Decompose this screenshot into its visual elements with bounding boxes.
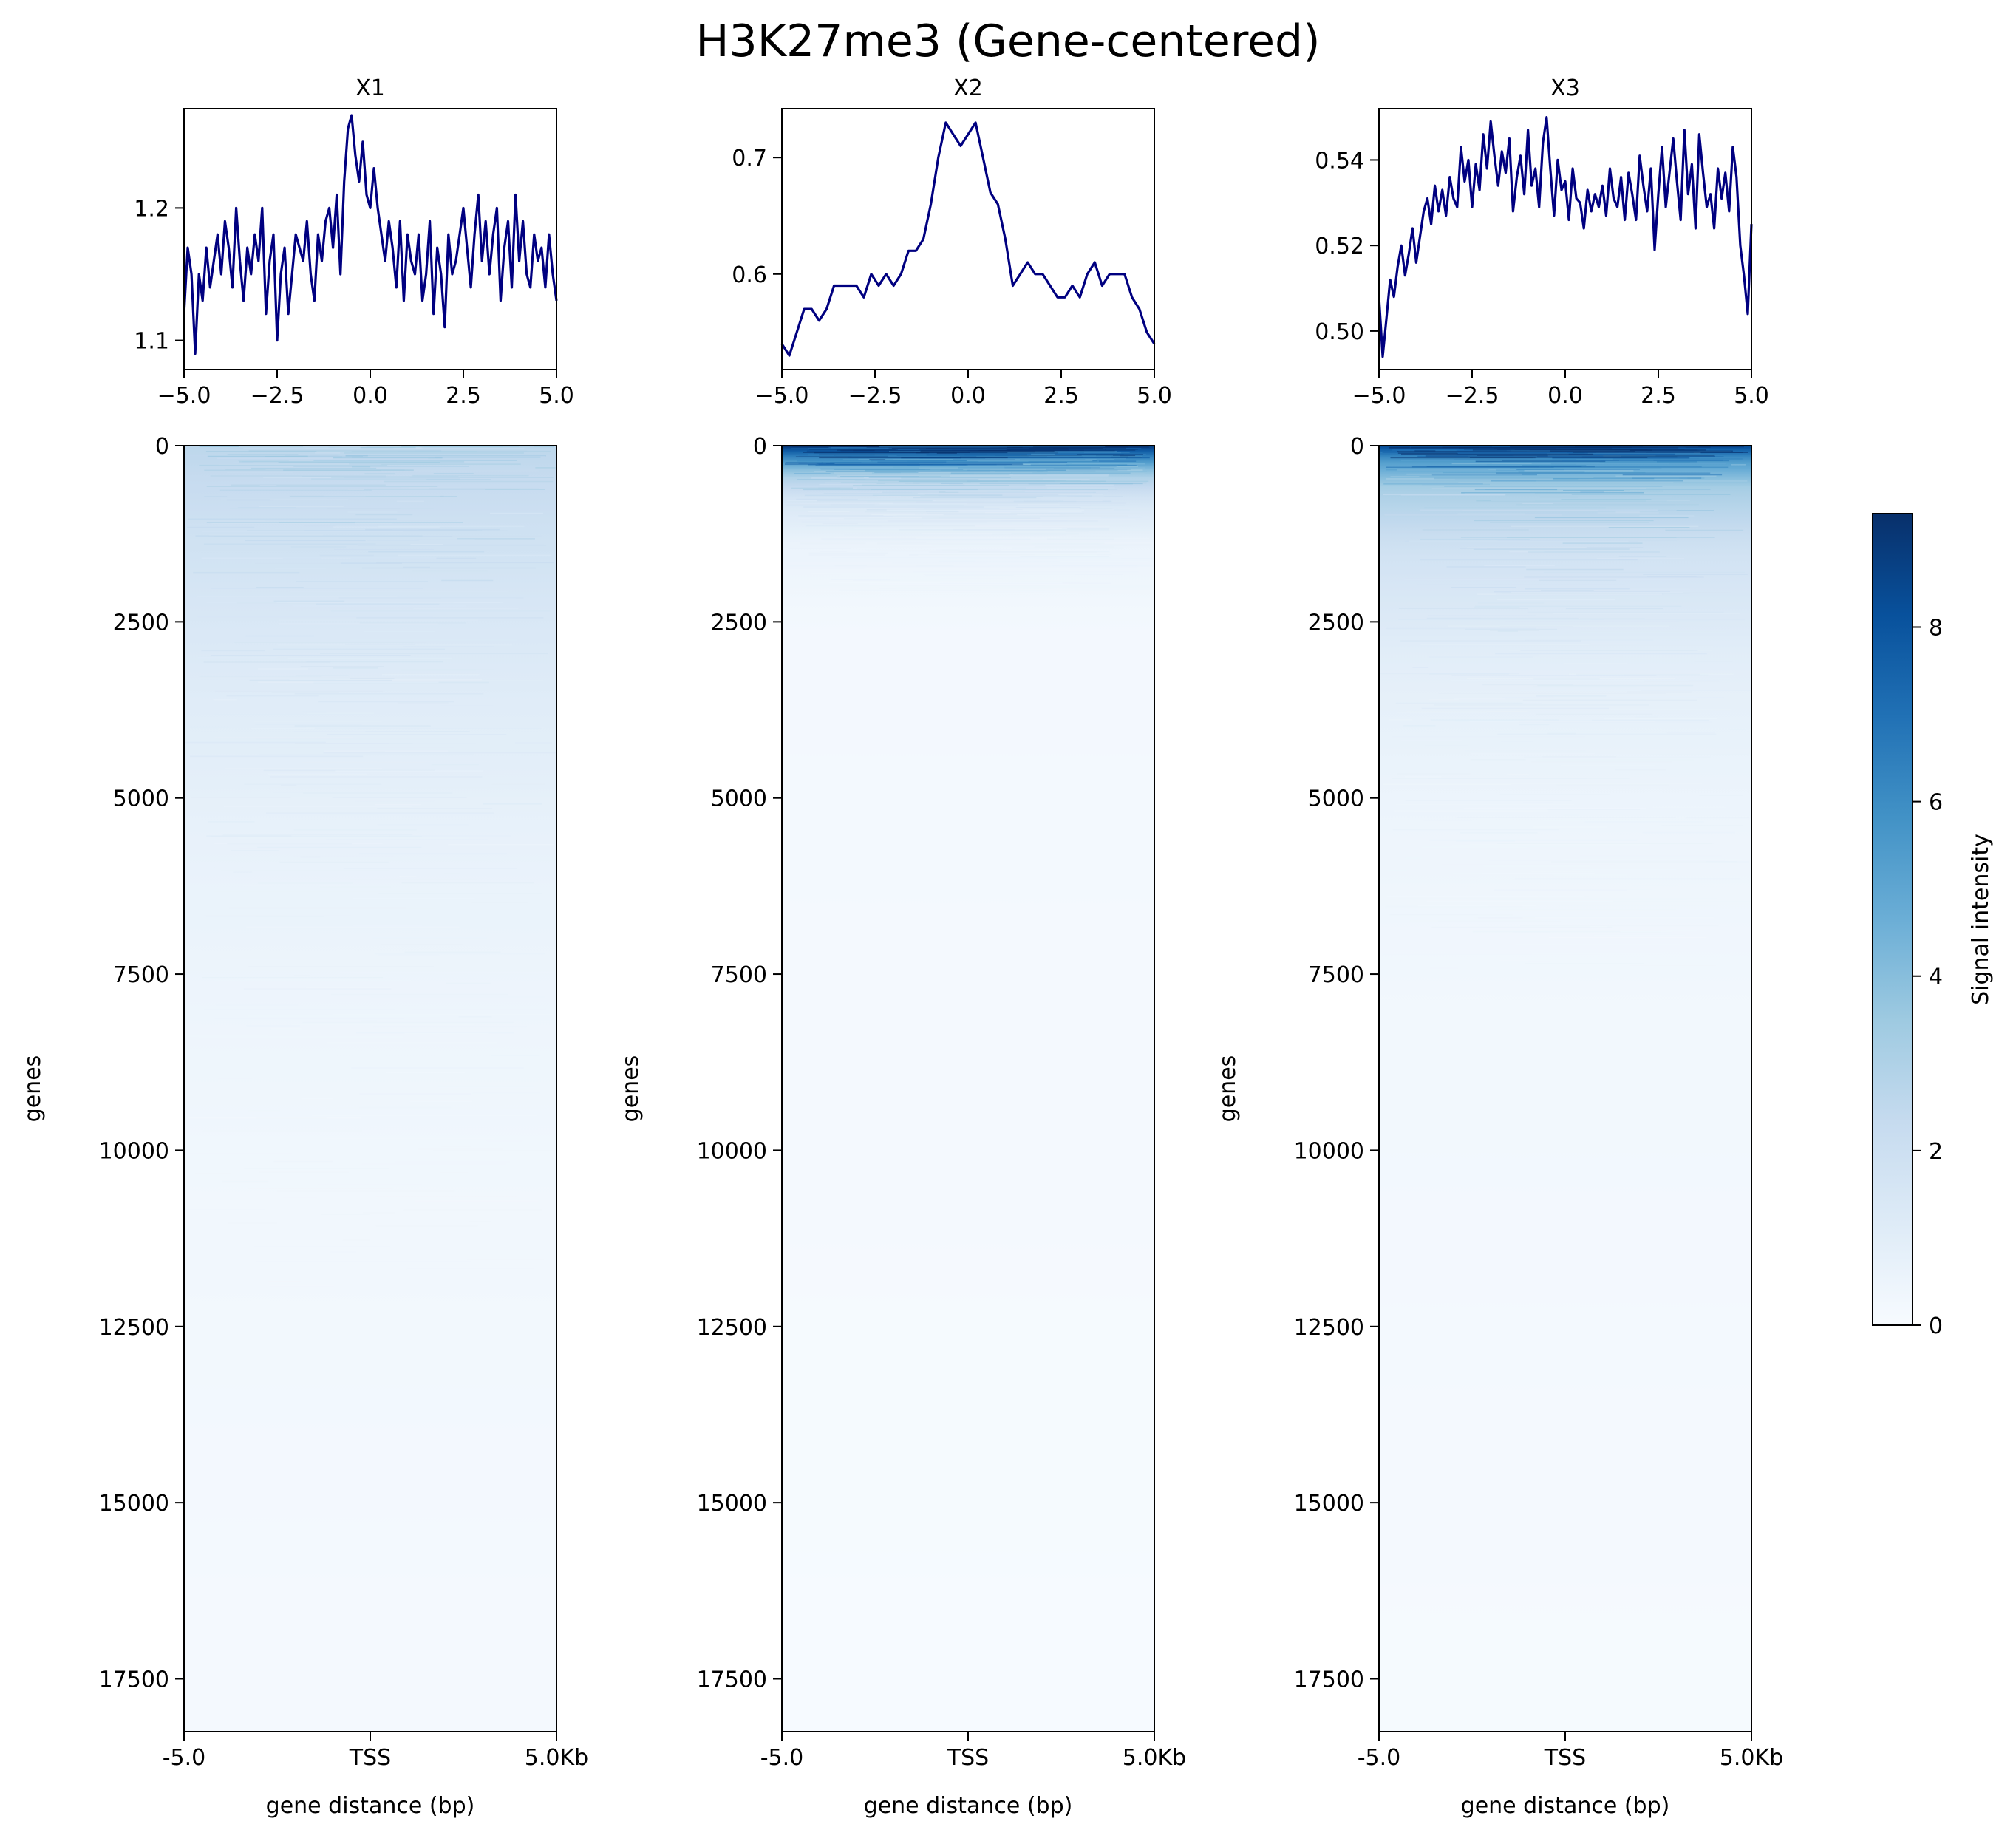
y-tick-label: 0.50 (1315, 319, 1364, 345)
y-axis-label: genes (20, 1055, 46, 1123)
y-tick-label: 10000 (1294, 1138, 1364, 1164)
y-tick-label: 1.1 (134, 329, 169, 355)
x-tick-label: −5.0 (755, 383, 809, 409)
x-tick-label: -5.0 (760, 1745, 804, 1771)
x-tick-label: −5.0 (1352, 383, 1406, 409)
x-tick-label: TSS (349, 1745, 391, 1771)
colorbar: 0 2 4 6 8 Signal intensity (1872, 513, 1994, 1339)
colorbar-tick-label: 0 (1929, 1313, 1943, 1339)
y-tick-label: 0 (1350, 434, 1364, 460)
x-tick-label: -5.0 (1358, 1745, 1401, 1771)
y-tick-label: 1.2 (134, 196, 169, 222)
heatmap-rows (782, 446, 1154, 594)
heatmap-rows (1379, 446, 1751, 975)
colorbar-tick-label: 4 (1929, 964, 1943, 990)
y-axis-label: genes (618, 1055, 644, 1123)
x-tick-label: 2.5 (446, 383, 481, 409)
colorbar-tick-label: 8 (1929, 615, 1943, 641)
y-tick-label: 15000 (697, 1491, 767, 1517)
x-tick-label: TSS (1544, 1745, 1586, 1771)
x-axis-label: gene distance (bp) (266, 1793, 475, 1819)
x-tick-label: −2.5 (848, 383, 902, 409)
y-tick-label: 10000 (99, 1138, 169, 1164)
profile-title: X3 (1550, 75, 1580, 101)
x-tick-label: 5.0 (1137, 383, 1172, 409)
y-tick-label: 0 (753, 434, 767, 460)
y-tick-label: 15000 (1294, 1491, 1364, 1517)
profile-title: X1 (355, 75, 385, 101)
profile-plot-2: X2 −5.0 −2.5 0.0 2.5 5.0 0.6 0.7 (732, 75, 1172, 409)
y-tick-label: 2500 (1308, 610, 1364, 636)
profile-line (183, 114, 558, 355)
x-tick-label: 0.0 (1547, 383, 1583, 409)
x-tick-label: −2.5 (1445, 383, 1499, 409)
y-tick-label: 0.7 (732, 146, 767, 171)
colorbar-label: Signal intensity (1968, 834, 1994, 1005)
heatmap-3: -5.0 TSS 5.0Kb 0 2500 5000 7500 10000 12500 15000… (1215, 434, 1783, 1819)
y-tick-label: 12500 (1294, 1315, 1364, 1341)
y-tick-label: 0 (155, 434, 169, 460)
y-tick-label: 12500 (99, 1315, 169, 1341)
y-tick-label: 7500 (711, 962, 767, 988)
x-tick-label: 5.0 (1734, 383, 1769, 409)
x-tick-label: 2.5 (1043, 383, 1079, 409)
x-tick-label: −5.0 (157, 383, 211, 409)
heatmap-fill (184, 446, 556, 1732)
y-tick-label: 2500 (113, 610, 169, 636)
y-tick-label: 2500 (711, 610, 767, 636)
x-tick-label: 5.0Kb (1123, 1745, 1186, 1771)
x-tick-label: TSS (947, 1745, 989, 1771)
y-tick-label: 5000 (113, 786, 169, 812)
panels: X1 −5.0 −2.5 0.0 2.5 5.0 1.1 1.2 X2 −5.0 −2.5 0.0 2.… (20, 75, 1783, 1819)
y-tick-label: 0.52 (1315, 234, 1364, 259)
x-tick-label: −2.5 (251, 383, 304, 409)
profile-plot-1: X1 −5.0 −2.5 0.0 2.5 5.0 1.1 1.2 (134, 75, 574, 409)
x-tick-label: 5.0Kb (1720, 1745, 1783, 1771)
x-tick-label: -5.0 (163, 1745, 206, 1771)
figure-title: H3K27me3 (Gene-centered) (695, 16, 1320, 67)
y-tick-label: 17500 (99, 1667, 169, 1692)
x-tick-label: 5.0Kb (525, 1745, 588, 1771)
profile-title: X2 (953, 75, 983, 101)
y-tick-label: 0.54 (1315, 148, 1364, 174)
profile-line (780, 121, 1156, 357)
y-tick-label: 5000 (711, 786, 767, 812)
y-tick-label: 17500 (697, 1667, 767, 1692)
colorbar-tick-label: 6 (1929, 790, 1943, 816)
colorbar-frame (1872, 513, 1913, 1326)
heatmap-1: -5.0 TSS 5.0Kb 0 2500 5000 7500 10000 12500 15000… (20, 434, 588, 1819)
y-tick-label: 12500 (697, 1315, 767, 1341)
x-tick-label: 0.0 (950, 383, 986, 409)
profile-line (1378, 116, 1753, 358)
heatmap-rows (184, 446, 556, 1287)
y-axis-label: genes (1215, 1055, 1241, 1123)
x-axis-label: gene distance (bp) (864, 1793, 1073, 1819)
profile-plot-3: X3 −5.0 −2.5 0.0 2.5 5.0 0.50 0.52 0.54 (1315, 75, 1769, 409)
x-tick-label: 0.0 (353, 383, 388, 409)
y-tick-label: 10000 (697, 1138, 767, 1164)
colorbar-gradient (1873, 514, 1913, 1325)
y-tick-label: 15000 (99, 1491, 169, 1517)
x-tick-label: 2.5 (1641, 383, 1676, 409)
y-tick-label: 5000 (1308, 786, 1364, 812)
y-tick-label: 17500 (1294, 1667, 1364, 1692)
heatmap-fill (1379, 446, 1751, 1732)
heatmap-2: -5.0 TSS 5.0Kb 0 2500 5000 7500 10000 12500 15000… (618, 434, 1186, 1819)
x-axis-label: gene distance (bp) (1461, 1793, 1670, 1819)
y-tick-label: 7500 (1308, 962, 1364, 988)
x-tick-label: 5.0 (539, 383, 574, 409)
y-tick-label: 7500 (113, 962, 169, 988)
heatmap-fill (782, 446, 1154, 1732)
colorbar-tick-label: 2 (1929, 1139, 1943, 1165)
y-tick-label: 0.6 (732, 262, 767, 288)
